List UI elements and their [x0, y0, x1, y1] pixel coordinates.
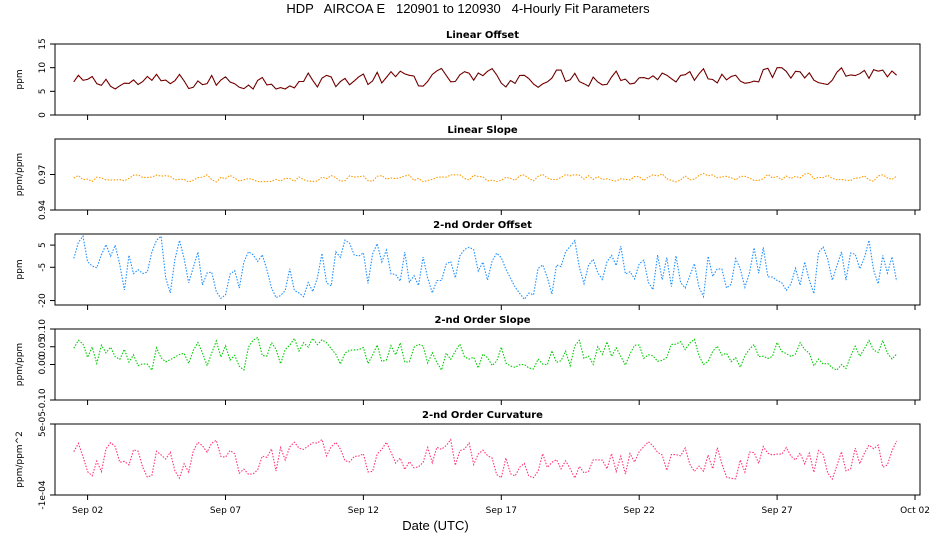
y-tick-label: 5e-05: [38, 411, 48, 437]
y-axis-label: ppm: [15, 259, 25, 279]
x-tick-label: Oct 02: [900, 506, 930, 516]
panel-title: 2-nd Order Slope: [434, 315, 530, 326]
y-tick-label: 0.97: [38, 164, 48, 184]
panel-frame: [54, 138, 921, 211]
panel-frame: [54, 43, 921, 116]
x-tick-label: Sep 07: [210, 506, 241, 516]
y-tick-label: 0.05: [38, 337, 48, 357]
y-tick-label: 15: [38, 38, 48, 49]
y-axis-label: ppm: [15, 69, 25, 89]
y-tick-label: -0.10: [38, 388, 48, 412]
series-line: [73, 438, 898, 481]
y-axis-label: ppm/ppm^2: [15, 431, 25, 488]
y-tick-label: 10: [38, 62, 48, 74]
x-tick-label: Sep 12: [348, 506, 379, 516]
y-tick-label: -5: [38, 263, 48, 272]
panel-frame: [54, 423, 921, 496]
y-tick-label: 0.94: [38, 200, 48, 220]
chart-main-title: HDP AIRCOA E 120901 to 120930 4-Hourly F…: [286, 1, 650, 16]
x-axis-label: Date (UTC): [0, 518, 936, 533]
series-points: [73, 67, 897, 90]
y-axis-label: ppm/ppm: [15, 153, 25, 196]
panel-frame: [54, 233, 921, 306]
y-tick-label: 5: [38, 242, 48, 248]
series-line: [73, 234, 898, 301]
y-tick-label: -1e-04: [38, 480, 48, 509]
y-axis-label: ppm/ppm: [15, 343, 25, 386]
x-tick-label: Sep 17: [486, 506, 517, 516]
y-tick-label: 0.00: [38, 354, 48, 374]
panel-title: 2-nd Order Offset: [433, 220, 532, 231]
y-tick-label: 0.10: [38, 319, 48, 339]
panel-title: 2-nd Order Curvature: [422, 410, 543, 421]
x-axis-label-text: Date (UTC): [402, 518, 469, 533]
panel-title: Linear Offset: [446, 30, 519, 41]
series-line: [73, 172, 897, 183]
y-tick-label: 5: [38, 88, 48, 94]
series-line: [73, 336, 898, 372]
panel-frame: [54, 328, 921, 401]
y-tick-label: 0: [38, 112, 48, 118]
x-tick-label: Sep 22: [624, 506, 655, 516]
panel-title: Linear Slope: [447, 125, 518, 136]
series-line: [73, 66, 897, 90]
x-tick-label: Sep 27: [761, 506, 792, 516]
y-tick-label: -20: [38, 293, 48, 308]
x-tick-label: Sep 02: [72, 506, 103, 516]
